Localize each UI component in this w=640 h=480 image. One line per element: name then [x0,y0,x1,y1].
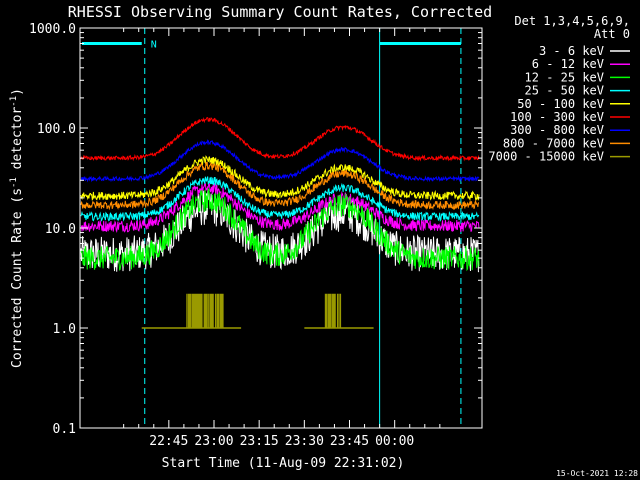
series-hard-spikes-1 [324,293,342,328]
y-tick-label-3: 100.0 [37,122,76,137]
y-tick-label-0: 0.1 [53,422,76,437]
legend-header-line2: Att 0 [594,27,630,41]
x-tick-label-2: 23:15 [240,434,279,449]
y-tick-label-2: 10.0 [45,222,76,237]
x-axis: 22:45 23:00 23:15 23:30 23:45 00:00 [123,28,441,449]
y-tick-label-1: 1.0 [53,322,76,337]
series-line-7 [80,161,480,211]
legend-label-5: 100 - 300 keV [510,110,604,124]
chart-title: RHESSI Observing Summary Count Rates, Co… [68,3,492,21]
x-axis-label: Start Time (11-Aug-09 22:31:02) [162,456,405,471]
legend-label-6: 300 - 800 keV [510,123,604,137]
series-group [80,117,480,329]
x-tick-label-3: 23:30 [285,434,324,449]
x-tick-label-0: 22:45 [149,434,188,449]
timestamp: 15-Oct-2021 12:28 [556,469,638,478]
legend-label-4: 50 - 100 keV [517,97,604,111]
legend-label-1: 6 - 12 keV [532,57,604,71]
legend-label-2: 12 - 25 keV [525,70,604,84]
series-line-5 [80,117,480,162]
x-tick-label-4: 23:45 [330,434,369,449]
series-line-3 [80,176,480,222]
y-axis-label: Corrected Count Rate (s-1 detector-1) [9,88,25,368]
legend-label-8: 7000 - 15000 keV [488,150,604,164]
legend-label-3: 25 - 50 keV [525,84,604,98]
y-tick-label-4: 1000.0 [29,22,76,37]
series-line-6 [80,139,480,183]
y-axis: 0.1 1.0 10.0 100.0 1000.0 [29,22,482,437]
x-tick-label-5: 00:00 [375,434,414,449]
series-hard-spikes-0 [186,293,224,328]
series-line-2 [80,187,480,272]
x-tick-label-1: 23:00 [194,434,233,449]
series-line-4 [80,155,480,202]
legend-header-line1: Det 1,3,4,5,6,9, [514,14,630,28]
legend-label-7: 800 - 7000 keV [503,136,604,150]
series-line-1 [80,182,480,234]
legend-label-0: 3 - 6 keV [539,44,604,58]
marker-label-n: N [151,39,157,50]
